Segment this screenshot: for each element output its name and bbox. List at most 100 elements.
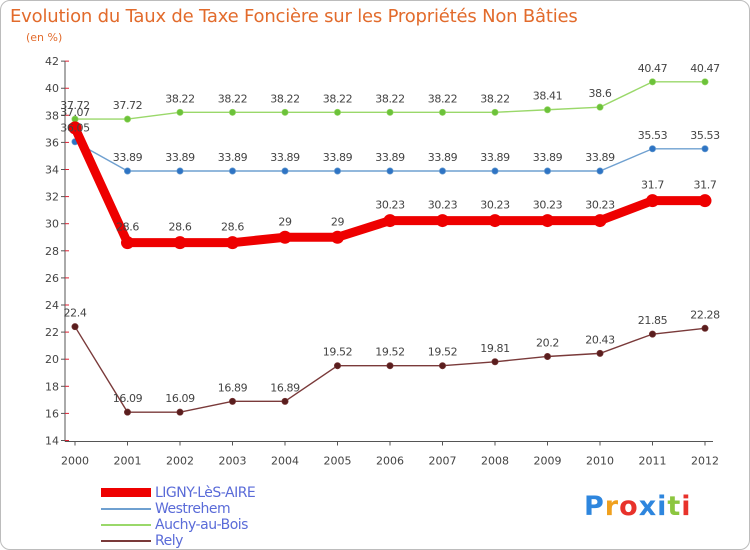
data-point-rely (333, 362, 341, 370)
x-tick-label: 2002 (166, 455, 194, 468)
data-label-rely: 16.89 (270, 381, 300, 394)
data-label-rely: 16.89 (218, 381, 248, 394)
logo-letter: x (638, 491, 658, 522)
x-tick-label: 2005 (324, 455, 352, 468)
data-label-westrehem: 33.89 (533, 151, 563, 164)
data-label-ligny-l-s-aire: 30.23 (585, 199, 615, 212)
data-label-rely: 19.52 (323, 346, 353, 359)
data-point-rely (281, 397, 289, 405)
data-point-rely (648, 330, 656, 338)
x-tick-label: 2006 (376, 455, 404, 468)
data-point-rely (491, 358, 499, 366)
y-tick-label: 16 (45, 407, 59, 420)
data-point-rely (386, 362, 394, 370)
data-point-ligny (698, 194, 712, 208)
y-tick-label: 22 (45, 326, 59, 339)
logo-letter: i (681, 491, 692, 522)
data-label-rely: 16.09 (113, 392, 143, 405)
data-label-auchy-au-bois: 38.6 (589, 87, 612, 100)
legend-swatch (101, 524, 151, 526)
logo-letter: P (584, 491, 605, 522)
data-label-ligny-l-s-aire: 31.7 (694, 179, 717, 192)
legend-swatch (101, 508, 151, 510)
y-tick-label: 26 (45, 272, 59, 285)
data-point-rely (229, 397, 237, 405)
y-tick-label: 42 (45, 55, 59, 68)
data-point-westrehem (543, 167, 551, 175)
legend-label: Westrehem (155, 501, 231, 517)
data-point-auchy-au-bois (438, 108, 446, 116)
data-label-rely: 16.09 (165, 392, 195, 405)
data-label-auchy-au-bois: 40.47 (638, 62, 668, 75)
data-point-auchy-au-bois (491, 108, 499, 116)
data-label-ligny-l-s-aire: 30.23 (375, 199, 405, 212)
data-label-ligny-l-s-aire: 37.07 (60, 106, 90, 119)
data-label-auchy-au-bois: 38.22 (428, 92, 458, 105)
y-tick-label: 14 (45, 435, 59, 448)
data-point-rely (596, 349, 604, 357)
data-point-ligny (68, 121, 82, 135)
data-label-westrehem: 33.89 (375, 151, 405, 164)
y-tick-label: 36 (45, 136, 59, 149)
data-point-rely (124, 408, 132, 416)
data-point-ligny (488, 214, 502, 228)
x-tick-label: 2008 (481, 455, 509, 468)
logo-letter: r (604, 491, 620, 522)
logo-letter: o (619, 491, 639, 522)
data-label-rely: 22.4 (64, 307, 87, 320)
data-point-rely (176, 408, 184, 416)
data-point-westrehem (596, 167, 604, 175)
data-label-rely: 20.2 (536, 336, 559, 349)
legend-label: LIGNY-LèS-AIRE (155, 485, 256, 501)
y-tick-label: 40 (45, 82, 59, 95)
data-label-westrehem: 33.89 (113, 151, 143, 164)
data-label-rely: 22.28 (690, 308, 720, 321)
x-tick-label: 2000 (61, 455, 89, 468)
data-point-ligny (593, 214, 607, 228)
data-label-rely: 20.43 (585, 333, 615, 346)
x-tick-label: 2011 (639, 455, 667, 468)
data-point-ligny (278, 230, 292, 244)
data-label-auchy-au-bois: 40.47 (690, 62, 720, 75)
data-label-auchy-au-bois: 38.41 (533, 90, 563, 103)
data-point-westrehem (124, 167, 132, 175)
data-label-ligny-l-s-aire: 31.7 (641, 179, 664, 192)
x-tick-label: 2009 (534, 455, 562, 468)
legend-label: Rely (155, 533, 183, 549)
data-label-ligny-l-s-aire: 29 (331, 215, 345, 228)
data-point-auchy-au-bois (333, 108, 341, 116)
data-point-rely (701, 324, 709, 332)
data-label-westrehem: 33.89 (165, 151, 195, 164)
legend-swatch (101, 488, 151, 497)
data-label-ligny-l-s-aire: 30.23 (533, 199, 563, 212)
data-point-auchy-au-bois (176, 108, 184, 116)
data-label-ligny-l-s-aire: 30.23 (428, 199, 458, 212)
data-label-auchy-au-bois: 38.22 (323, 92, 353, 105)
data-point-westrehem (333, 167, 341, 175)
data-label-ligny-l-s-aire: 28.6 (169, 221, 192, 234)
data-label-auchy-au-bois: 37.72 (113, 99, 143, 112)
x-tick-label: 2010 (586, 455, 614, 468)
data-label-auchy-au-bois: 38.22 (165, 92, 195, 105)
data-label-auchy-au-bois: 38.22 (218, 92, 248, 105)
data-point-ligny (383, 214, 397, 228)
data-label-auchy-au-bois: 38.22 (270, 92, 300, 105)
data-point-ligny (541, 214, 554, 228)
data-point-rely (438, 362, 446, 370)
legend-label: Auchy-au-Bois (155, 517, 248, 533)
data-label-westrehem: 33.89 (218, 151, 248, 164)
y-tick-label: 20 (45, 353, 59, 366)
chart-title: Evolution du Taux de Taxe Foncière sur l… (10, 6, 578, 27)
data-label-westrehem: 35.53 (638, 129, 668, 142)
data-label-ligny-l-s-aire: 28.6 (116, 221, 139, 234)
data-label-westrehem: 33.89 (585, 151, 615, 164)
data-point-auchy-au-bois (229, 108, 237, 116)
data-point-westrehem (438, 167, 446, 175)
data-point-ligny (173, 236, 187, 250)
data-point-auchy-au-bois (543, 106, 551, 114)
y-tick-label: 24 (45, 299, 59, 312)
data-point-auchy-au-bois (701, 78, 709, 86)
x-tick-label: 2003 (219, 455, 247, 468)
